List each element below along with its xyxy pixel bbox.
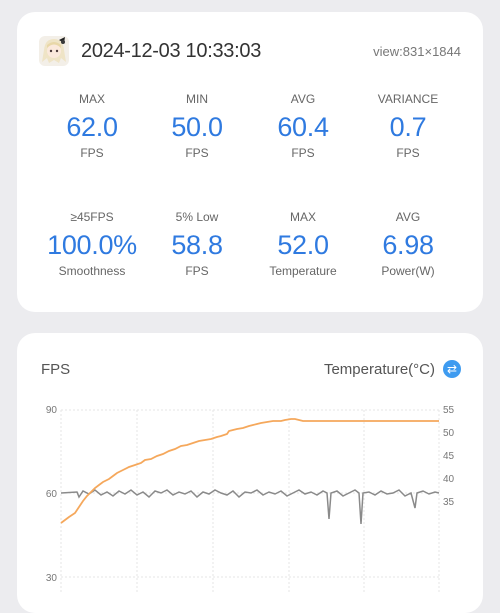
stat-label: 5% Low [175, 210, 219, 224]
stat-label: AVG [290, 92, 316, 106]
stat-unit: FPS [291, 146, 315, 160]
stat-value: 58.8 [171, 230, 223, 260]
stat-label: MIN [186, 92, 208, 106]
view-resolution: view:831×1844 [373, 44, 461, 59]
avatar-icon [39, 36, 69, 66]
stat-min-fps: MIN 50.0 FPS [142, 92, 252, 160]
stat-value: 62.0 [66, 112, 118, 142]
summary-card: 2024-12-03 10:33:03 view:831×1844 MAX 62… [17, 12, 483, 312]
temp-tick-40: 40 [443, 474, 455, 485]
stat-value: 100.0% [47, 230, 137, 260]
stat-value: 52.0 [277, 230, 329, 260]
grid [60, 409, 440, 593]
temp-tick-50: 50 [443, 428, 455, 439]
stat-label: MAX [78, 92, 105, 106]
stat-unit: FPS [396, 146, 420, 160]
session-datetime: 2024-12-03 10:33:03 [81, 40, 262, 62]
stat-avg-fps: AVG 60.4 FPS [248, 92, 358, 160]
fps-axis-title: FPS [41, 361, 71, 378]
temperature-series-line [60, 418, 439, 524]
stat-value: 6.98 [382, 230, 434, 260]
stat-value: 50.0 [171, 112, 223, 142]
fps-tick-90: 90 [46, 405, 58, 416]
stat-unit: Smoothness [58, 264, 126, 278]
stat-unit: Temperature [269, 264, 337, 278]
stat-smoothness: ≥45FPS 100.0% Smoothness [37, 210, 147, 278]
stat-label: ≥45FPS [70, 210, 114, 224]
fps-tick-30: 30 [46, 573, 58, 584]
fps-series-line [60, 489, 440, 525]
stat-unit: Power(W) [381, 264, 435, 278]
stat-low-5pct: 5% Low 58.8 FPS [142, 210, 252, 278]
stat-value: 0.7 [389, 112, 427, 142]
stat-avg-power: AVG 6.98 Power(W) [353, 210, 463, 278]
temp-tick-45: 45 [443, 451, 455, 462]
chart-card: FPS Temperature(°C) ⇄ 90 60 30 55 50 45 … [17, 333, 483, 613]
fps-tick-60: 60 [46, 489, 58, 500]
temp-tick-55: 55 [443, 405, 455, 416]
stat-value: 60.4 [277, 112, 329, 142]
stat-max-fps: MAX 62.0 FPS [37, 92, 147, 160]
stat-unit: FPS [80, 146, 104, 160]
temp-tick-35: 35 [443, 497, 455, 508]
stat-unit: FPS [185, 146, 209, 160]
stat-max-temperature: MAX 52.0 Temperature [248, 210, 358, 278]
fps-temperature-chart: 90 60 30 55 50 45 40 35 [46, 405, 455, 593]
stat-label: VARIANCE [377, 92, 439, 106]
stat-label: AVG [395, 210, 421, 224]
swap-icon[interactable]: ⇄ [443, 360, 461, 378]
temperature-axis-title: Temperature(°C) [323, 361, 435, 378]
stat-label: MAX [289, 210, 316, 224]
stat-unit: FPS [185, 264, 209, 278]
session-header: 2024-12-03 10:33:03 view:831×1844 [39, 36, 461, 68]
stat-variance: VARIANCE 0.7 FPS [353, 92, 463, 160]
